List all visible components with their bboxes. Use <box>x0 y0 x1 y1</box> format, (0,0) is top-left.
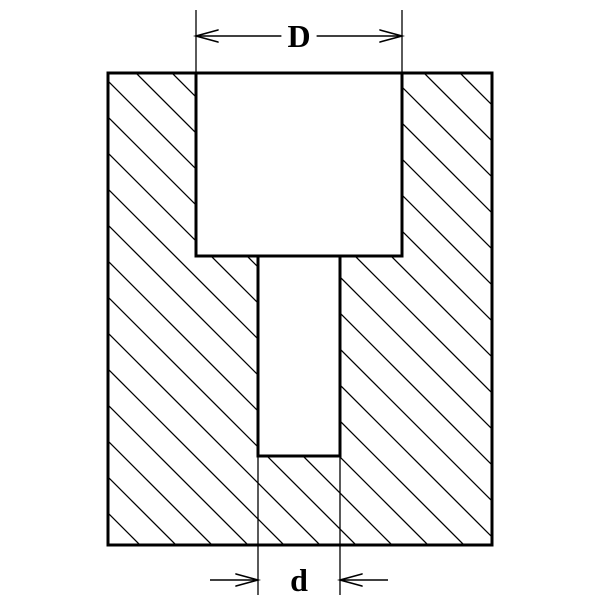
dim-d-text: d <box>290 562 308 598</box>
dim-D-text: D <box>287 18 310 54</box>
part-outline <box>108 73 492 545</box>
hatch-fill <box>88 0 512 600</box>
section-drawing: Dd <box>0 0 600 600</box>
dimensions: Dd <box>196 10 402 598</box>
